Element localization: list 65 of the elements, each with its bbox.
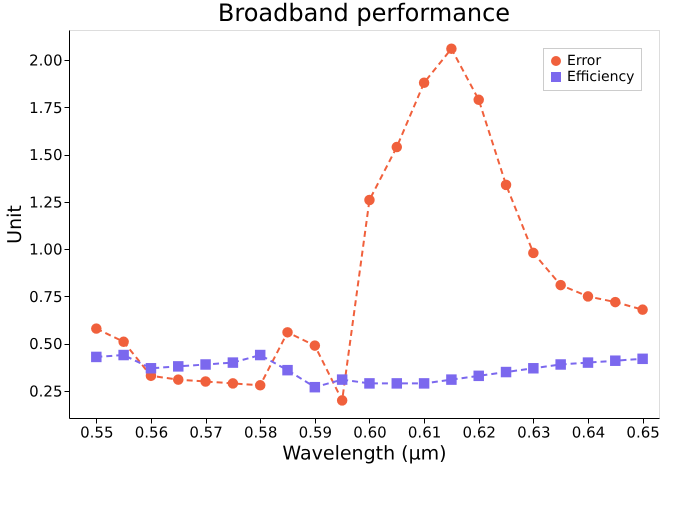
point bbox=[254, 380, 266, 391]
y-tick-label: 1.25 bbox=[29, 193, 62, 212]
point bbox=[254, 350, 266, 360]
x-tick-label: 0.56 bbox=[134, 424, 168, 442]
point bbox=[637, 354, 648, 364]
x-tick-label: 0.63 bbox=[517, 424, 551, 442]
point bbox=[392, 378, 402, 389]
point bbox=[418, 378, 430, 389]
legend-label: Efficiency bbox=[567, 69, 634, 85]
y-tick-label: 1.50 bbox=[29, 146, 62, 164]
point bbox=[228, 378, 238, 389]
point bbox=[91, 352, 102, 362]
point bbox=[282, 327, 293, 338]
point bbox=[582, 291, 594, 302]
point bbox=[500, 366, 512, 378]
y-tick-label: 0.25 bbox=[29, 382, 62, 400]
y-tick-label: 0.50 bbox=[29, 335, 62, 354]
x-tick-label: 0.55 bbox=[80, 424, 114, 442]
x-tick-label: 0.59 bbox=[298, 424, 332, 442]
point bbox=[282, 364, 293, 376]
x-tick-label: 0.64 bbox=[572, 424, 606, 442]
y-tick-label: 0.75 bbox=[29, 288, 62, 306]
x-tick-label: 0.60 bbox=[353, 424, 387, 442]
y-tick-label: 1.75 bbox=[29, 98, 62, 117]
point bbox=[310, 382, 320, 392]
point bbox=[473, 370, 484, 382]
chart-title: Broadband performance bbox=[218, 0, 510, 27]
x-tick-label: 0.65 bbox=[626, 424, 660, 442]
legend-label: Error bbox=[567, 53, 602, 69]
point bbox=[500, 180, 512, 190]
point bbox=[555, 359, 566, 370]
point bbox=[118, 336, 129, 348]
point bbox=[118, 350, 129, 360]
point bbox=[146, 363, 156, 374]
point bbox=[528, 248, 539, 258]
point bbox=[392, 142, 402, 152]
point bbox=[637, 304, 648, 315]
point bbox=[446, 374, 457, 385]
x-tick-label: 0.57 bbox=[189, 424, 223, 442]
point bbox=[310, 340, 320, 351]
y-axis-title: Unit bbox=[4, 205, 26, 244]
point bbox=[610, 355, 621, 366]
point bbox=[473, 94, 484, 106]
point bbox=[200, 359, 211, 370]
point bbox=[364, 378, 375, 389]
point bbox=[364, 194, 375, 206]
point bbox=[91, 323, 102, 334]
point bbox=[200, 376, 211, 387]
point bbox=[336, 374, 348, 385]
x-axis-title: Wavelength (μm) bbox=[282, 442, 447, 464]
x-tick-label: 0.61 bbox=[408, 424, 442, 442]
x-tick-label: 0.58 bbox=[244, 424, 278, 442]
point bbox=[582, 357, 594, 368]
point bbox=[228, 357, 238, 368]
point bbox=[446, 43, 457, 54]
x-tick-label: 0.62 bbox=[462, 424, 496, 442]
y-tick-label: 2.00 bbox=[29, 52, 62, 70]
point bbox=[610, 296, 621, 308]
point bbox=[555, 280, 566, 290]
point bbox=[528, 363, 539, 374]
y-tick-label: 1.00 bbox=[29, 240, 62, 259]
point bbox=[418, 78, 430, 88]
point bbox=[336, 395, 348, 406]
point bbox=[173, 374, 184, 385]
point bbox=[173, 361, 184, 372]
